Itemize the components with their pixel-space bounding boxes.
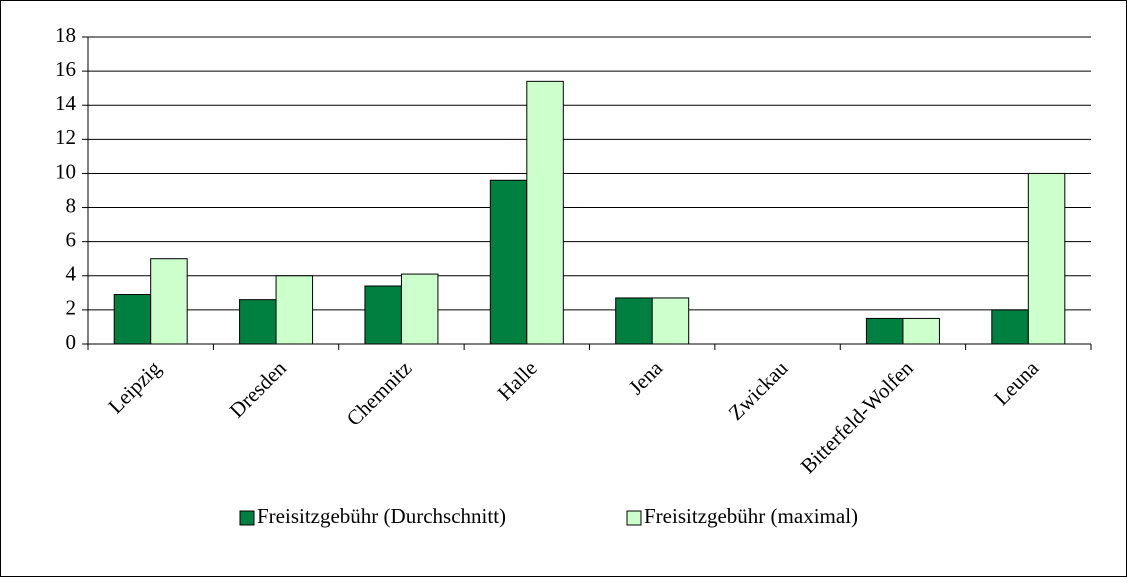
legend-swatch [239,510,255,526]
y-tick-label: 4 [66,262,77,286]
legend-swatch [626,510,642,526]
bar [239,299,277,345]
y-tick-label: 10 [55,159,76,183]
y-tick-label: 16 [55,57,76,81]
bar [489,179,528,345]
legend-label: Freisitzgebühr (maximal) [644,504,858,528]
bar [991,309,1029,345]
bar [865,317,904,345]
y-tick-label: 2 [66,296,77,320]
bar [113,294,152,345]
bar [364,285,402,345]
bar [1027,172,1066,345]
y-tick-label: 6 [66,227,77,251]
bar [400,273,439,345]
bar [651,297,690,345]
bar [150,258,188,345]
bar [275,275,314,345]
y-tick-label: 14 [55,91,77,115]
legend-label: Freisitzgebühr (Durchschnitt) [257,504,506,528]
bar [526,80,564,345]
y-tick-label: 12 [55,125,76,149]
y-tick-label: 0 [66,330,77,354]
y-tick-label: 8 [66,193,77,217]
y-tick-label: 18 [55,23,76,47]
bar [902,317,940,345]
bar [615,297,653,345]
